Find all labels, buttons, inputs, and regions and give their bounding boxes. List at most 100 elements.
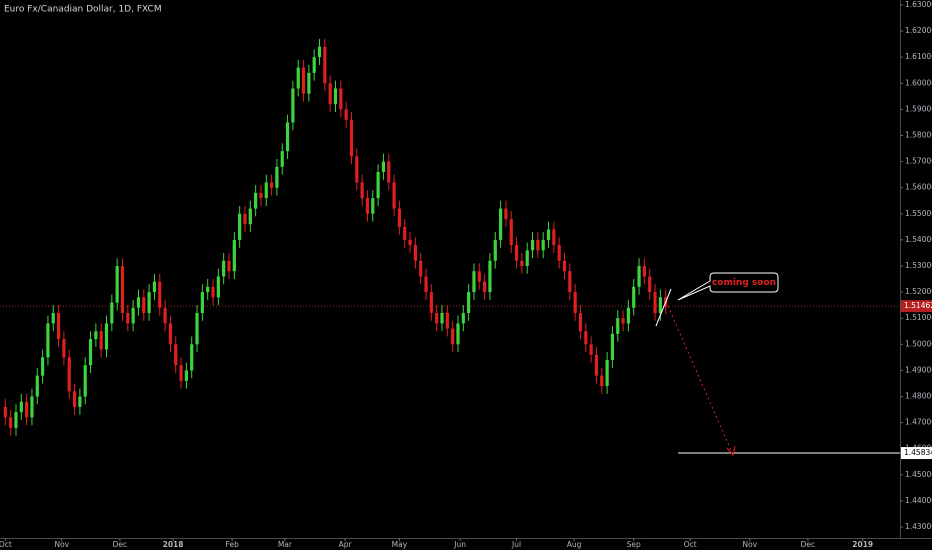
candle-body: [371, 198, 375, 214]
candle-body: [317, 46, 322, 58]
y-tick-label: 1.62000: [905, 26, 932, 35]
candle-body: [498, 208, 503, 240]
candle-body: [557, 245, 561, 261]
price-label-box: [901, 447, 932, 460]
candle-body: [514, 245, 519, 261]
candle-body: [120, 265, 125, 313]
price-label-box: [901, 300, 932, 313]
x-tick-label: Oct: [684, 540, 697, 549]
candle-body: [536, 239, 540, 251]
candle-body: [25, 401, 29, 418]
drawings: coming soon: [655, 272, 779, 457]
candle-body: [546, 229, 551, 240]
candle-body: [78, 396, 82, 407]
candle-body: [461, 312, 465, 324]
candle-body: [280, 151, 284, 167]
candle-body: [424, 276, 428, 293]
callout-text: coming soon: [712, 278, 776, 288]
candle-body: [381, 161, 386, 173]
candle-body: [41, 357, 45, 376]
candle-body: [594, 354, 599, 376]
candle-body: [269, 182, 274, 188]
candle-body: [355, 156, 359, 183]
candle-body: [142, 297, 146, 313]
x-tick-label: Oct: [0, 540, 12, 549]
x-tick-label: Dec: [801, 540, 816, 549]
candle-body: [530, 239, 535, 251]
candle-body: [312, 57, 316, 73]
x-tick-label: Mar: [278, 540, 293, 549]
candle-body: [525, 250, 529, 266]
candle-body: [264, 182, 268, 199]
candle-body: [307, 72, 311, 94]
candle-body: [179, 365, 183, 381]
candle-body: [115, 265, 119, 303]
candle-body: [168, 323, 173, 345]
y-tick-label: 1.57000: [905, 157, 932, 166]
candle-body: [541, 239, 545, 251]
x-tick-label: Apr: [339, 540, 353, 549]
candle-body: [51, 312, 55, 324]
candle-body: [158, 281, 162, 308]
trend-line: [655, 288, 672, 327]
candle-body: [99, 331, 103, 350]
candle-body: [365, 198, 370, 214]
candle-body: [200, 292, 204, 313]
candle-body: [344, 109, 348, 120]
candle-body: [174, 344, 178, 366]
y-tick-label: 1.63000: [905, 0, 932, 9]
x-tick-label: Feb: [226, 540, 240, 549]
candle-body: [477, 271, 481, 282]
candle-body: [360, 182, 364, 199]
candle-body: [126, 312, 130, 324]
candle-body: [243, 213, 247, 225]
candle-body: [376, 172, 380, 199]
candle-body: [632, 286, 636, 308]
y-tick-label: 1.58000: [905, 130, 932, 139]
candle-body: [658, 297, 662, 313]
candle-body: [578, 312, 583, 332]
candle-body: [88, 339, 93, 366]
candle-body: [227, 260, 231, 272]
candle-body: [110, 302, 114, 324]
candle-body: [62, 339, 66, 358]
candle-body: [429, 292, 433, 313]
y-tick-label: 1.43000: [905, 522, 932, 531]
candle-body: [248, 208, 252, 225]
y-tick-label: 1.50000: [905, 339, 932, 348]
candle-body: [35, 375, 39, 397]
candle-body: [328, 83, 332, 105]
candle-body: [104, 323, 109, 350]
y-tick-label: 1.51000: [905, 313, 932, 322]
candle-body: [195, 312, 199, 345]
candle-body: [136, 297, 141, 308]
candle-body: [184, 370, 188, 381]
x-tick-label: Aug: [567, 540, 582, 549]
x-tick-label: 2019: [852, 540, 873, 549]
candle-body: [275, 166, 279, 188]
x-tick-label: Dec: [113, 540, 128, 549]
candle-body: [440, 312, 444, 324]
x-tick-label: May: [392, 540, 408, 549]
y-tick-label: 1.55000: [905, 209, 932, 218]
candle-body: [131, 307, 135, 324]
candle-body: [147, 292, 151, 313]
x-tick-label: Jun: [453, 540, 466, 549]
candle-body: [621, 318, 625, 324]
candle-body: [152, 281, 157, 293]
x-tick-label: Nov: [743, 540, 758, 549]
x-tick-label: Sep: [627, 540, 641, 549]
candle-body: [349, 119, 354, 157]
candle-body: [9, 417, 13, 428]
candle-body: [94, 331, 98, 340]
arrow-head: [726, 445, 736, 457]
y-tick-label: 1.53000: [905, 261, 932, 270]
candle-body: [435, 312, 439, 324]
candle-body: [520, 260, 524, 266]
candle-body: [568, 271, 572, 293]
candle-body: [504, 208, 508, 220]
